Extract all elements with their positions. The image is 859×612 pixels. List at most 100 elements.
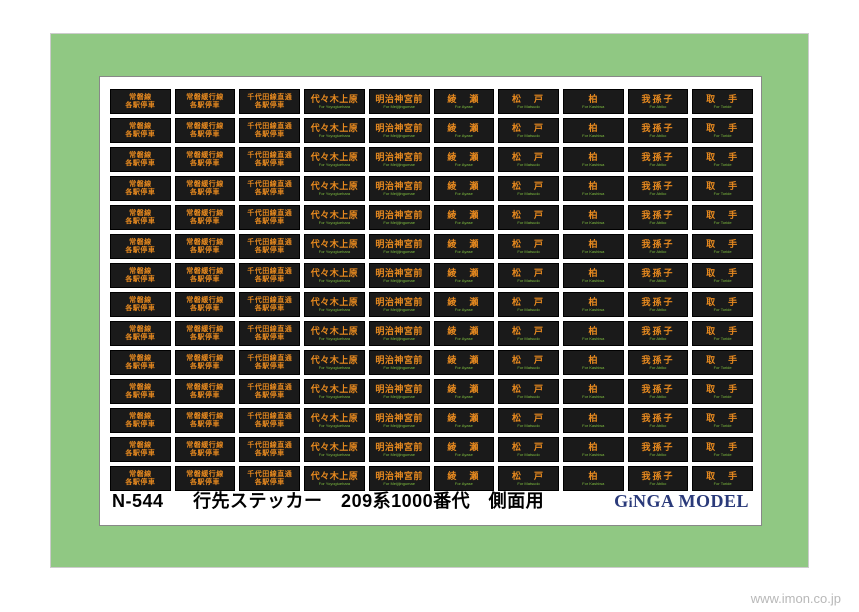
destination-sticker: 常磐緩行線各駅停車: [175, 205, 236, 230]
destination-sticker: 明治神宮前For Meijijingumae: [369, 234, 430, 259]
sticker-sub-text: For Meijijingumae: [383, 395, 415, 399]
sticker-sub-text: For Toride: [714, 163, 732, 167]
sticker-main-text: 常磐緩行線各駅停車: [186, 123, 224, 138]
sticker-sub-text: For Toride: [714, 134, 732, 138]
sticker-main-text: 柏: [588, 211, 598, 220]
sticker-sub-text: For Abiko: [649, 250, 666, 254]
sticker-main-text: 綾 瀬: [447, 443, 480, 452]
destination-sticker: 代々木上原For Yoyogiuehara: [304, 408, 365, 433]
sticker-sub-text: For Kashiwa: [582, 221, 604, 225]
destination-sticker: 常磐線各駅停車: [110, 89, 171, 114]
sticker-main-text: 代々木上原: [311, 472, 359, 481]
destination-sticker: 常磐緩行線各駅停車: [175, 408, 236, 433]
sticker-main-text: 常磐緩行線各駅停車: [186, 471, 224, 486]
destination-sticker: 取 手For Toride: [692, 263, 753, 288]
sticker-main-text: 松 戸: [512, 472, 545, 481]
destination-sticker: 常磐線各駅停車: [110, 118, 171, 143]
destination-sticker: 明治神宮前For Meijijingumae: [369, 118, 430, 143]
destination-sticker: 千代田線直通各駅停車: [239, 408, 300, 433]
destination-sticker: 千代田線直通各駅停車: [239, 263, 300, 288]
destination-sticker: 柏For Kashiwa: [563, 263, 624, 288]
destination-sticker: 常磐線各駅停車: [110, 321, 171, 346]
destination-sticker: 柏For Kashiwa: [563, 89, 624, 114]
sticker-sub-text: For Abiko: [649, 221, 666, 225]
sticker-main-text: 明治神宮前: [375, 414, 423, 423]
destination-sticker: 取 手For Toride: [692, 321, 753, 346]
sticker-sub-text: For Meijijingumae: [383, 221, 415, 225]
sticker-main-text: 代々木上原: [311, 124, 359, 133]
destination-sticker: 明治神宮前For Meijijingumae: [369, 89, 430, 114]
sticker-sub-text: For Ayase: [455, 366, 473, 370]
sticker-sub-text: For Yoyogiuehara: [319, 192, 350, 196]
sticker-main-text: 綾 瀬: [447, 472, 480, 481]
sticker-sub-text: For Ayase: [455, 163, 473, 167]
destination-sticker: 常磐緩行線各駅停車: [175, 350, 236, 375]
sticker-main-text: 取 手: [706, 269, 739, 278]
sticker-main-text: 柏: [588, 356, 598, 365]
sticker-sub-text: For Matsudo: [517, 366, 539, 370]
sticker-main-text: 常磐線各駅停車: [125, 152, 155, 167]
sticker-sub-text: For Matsudo: [517, 424, 539, 428]
sticker-main-text: 松 戸: [512, 153, 545, 162]
outer-frame: 常磐線各駅停車常磐緩行線各駅停車千代田線直通各駅停車代々木上原For Yoyog…: [50, 33, 809, 568]
sticker-sub-text: For Meijijingumae: [383, 163, 415, 167]
sticker-sub-text: For Matsudo: [517, 308, 539, 312]
sticker-sub-text: For Toride: [714, 308, 732, 312]
sticker-main-text: 我孫子: [641, 298, 674, 307]
sticker-sub-text: For Meijijingumae: [383, 482, 415, 486]
sticker-main-text: 我孫子: [641, 356, 674, 365]
sticker-sub-text: For Toride: [714, 424, 732, 428]
sticker-sub-text: For Matsudo: [517, 279, 539, 283]
sticker-main-text: 我孫子: [641, 472, 674, 481]
sticker-sub-text: For Abiko: [649, 279, 666, 283]
destination-sticker: 我孫子For Abiko: [628, 118, 689, 143]
destination-sticker: 常磐緩行線各駅停車: [175, 234, 236, 259]
destination-sticker: 我孫子For Abiko: [628, 408, 689, 433]
sticker-sub-text: For Ayase: [455, 221, 473, 225]
destination-sticker: 我孫子For Abiko: [628, 437, 689, 462]
sticker-main-text: 代々木上原: [311, 327, 359, 336]
destination-sticker: 常磐線各駅停車: [110, 205, 171, 230]
sticker-main-text: 千代田線直通各駅停車: [247, 94, 292, 109]
destination-sticker: 取 手For Toride: [692, 205, 753, 230]
sticker-sub-text: For Ayase: [455, 424, 473, 428]
sticker-main-text: 代々木上原: [311, 182, 359, 191]
sticker-main-text: 常磐線各駅停車: [125, 471, 155, 486]
sticker-sub-text: For Ayase: [455, 482, 473, 486]
sticker-sub-text: For Yoyogiuehara: [319, 134, 350, 138]
sticker-sub-text: For Abiko: [649, 482, 666, 486]
destination-sticker: 松 戸For Matsudo: [498, 292, 559, 317]
sticker-sub-text: For Ayase: [455, 192, 473, 196]
destination-sticker: 取 手For Toride: [692, 89, 753, 114]
sticker-main-text: 明治神宮前: [375, 356, 423, 365]
destination-sticker: 綾 瀬For Ayase: [434, 89, 495, 114]
sticker-sub-text: For Toride: [714, 453, 732, 457]
sticker-main-text: 松 戸: [512, 211, 545, 220]
destination-sticker: 代々木上原For Yoyogiuehara: [304, 321, 365, 346]
sticker-main-text: 松 戸: [512, 443, 545, 452]
sticker-main-text: 千代田線直通各駅停車: [247, 355, 292, 370]
sticker-grid: 常磐線各駅停車常磐緩行線各駅停車千代田線直通各駅停車代々木上原For Yoyog…: [110, 89, 753, 491]
destination-sticker: 千代田線直通各駅停車: [239, 234, 300, 259]
destination-sticker: 我孫子For Abiko: [628, 205, 689, 230]
sticker-main-text: 松 戸: [512, 95, 545, 104]
destination-sticker: 明治神宮前For Meijijingumae: [369, 176, 430, 201]
footer: N-544 行先ステッカー 209系1000番代 側面用 GiNGA MODEL: [112, 487, 749, 513]
sticker-main-text: 綾 瀬: [447, 153, 480, 162]
destination-sticker: 取 手For Toride: [692, 176, 753, 201]
sticker-main-text: 千代田線直通各駅停車: [247, 239, 292, 254]
sticker-main-text: 千代田線直通各駅停車: [247, 268, 292, 283]
sticker-sub-text: For Kashiwa: [582, 192, 604, 196]
sticker-main-text: 明治神宮前: [375, 269, 423, 278]
destination-sticker: 取 手For Toride: [692, 408, 753, 433]
sticker-sub-text: For Yoyogiuehara: [319, 482, 350, 486]
destination-sticker: 柏For Kashiwa: [563, 379, 624, 404]
destination-sticker: 取 手For Toride: [692, 118, 753, 143]
sticker-sub-text: For Toride: [714, 366, 732, 370]
sticker-sub-text: For Ayase: [455, 395, 473, 399]
destination-sticker: 取 手For Toride: [692, 234, 753, 259]
sticker-sub-text: For Matsudo: [517, 163, 539, 167]
sticker-main-text: 柏: [588, 182, 598, 191]
sticker-main-text: 明治神宮前: [375, 472, 423, 481]
destination-sticker: 柏For Kashiwa: [563, 408, 624, 433]
